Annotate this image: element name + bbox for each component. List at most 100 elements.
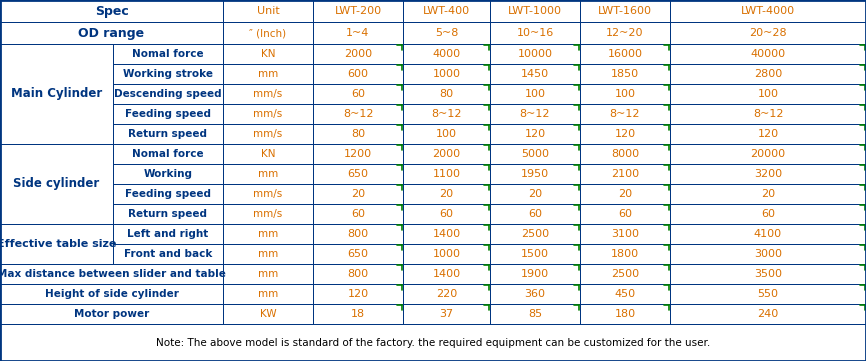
Text: 5~8: 5~8: [435, 28, 458, 38]
Bar: [490, 264, 580, 284]
Text: mm: mm: [258, 69, 278, 79]
Bar: [313, 184, 403, 204]
Text: 1000: 1000: [432, 69, 461, 79]
Bar: [403, 164, 490, 184]
Bar: [670, 244, 866, 264]
Bar: [670, 144, 866, 164]
Bar: [0, 22, 223, 44]
Bar: [313, 304, 403, 324]
Bar: [0, 144, 113, 224]
Text: 2500: 2500: [611, 269, 639, 279]
Bar: [313, 264, 403, 284]
Text: 1200: 1200: [344, 149, 372, 159]
Bar: [490, 304, 580, 324]
Text: Side cylinder: Side cylinder: [13, 178, 100, 191]
Text: Left and right: Left and right: [127, 229, 209, 239]
Text: 20000: 20000: [751, 149, 785, 159]
Bar: [113, 104, 223, 124]
Bar: [113, 84, 223, 104]
Text: Spec: Spec: [94, 4, 128, 17]
Text: 2800: 2800: [754, 69, 782, 79]
Bar: [490, 164, 580, 184]
Bar: [113, 204, 223, 224]
Text: LWT-1600: LWT-1600: [598, 6, 652, 16]
Text: Nomal force: Nomal force: [132, 149, 204, 159]
Bar: [580, 184, 670, 204]
Bar: [113, 184, 223, 204]
Bar: [670, 144, 866, 164]
Text: 1400: 1400: [432, 269, 461, 279]
Bar: [490, 44, 580, 64]
Bar: [0, 44, 113, 144]
Text: Descending speed: Descending speed: [114, 89, 222, 99]
Bar: [113, 144, 223, 164]
Bar: [113, 224, 223, 244]
Text: 1100: 1100: [432, 169, 461, 179]
Bar: [313, 164, 403, 184]
Bar: [403, 64, 490, 84]
Bar: [0, 284, 223, 304]
Bar: [403, 44, 490, 64]
Text: Effective table size: Effective table size: [0, 239, 116, 249]
Bar: [580, 284, 670, 304]
Text: 60: 60: [351, 209, 365, 219]
Text: 120: 120: [525, 129, 546, 139]
Bar: [403, 244, 490, 264]
Bar: [113, 244, 223, 264]
Bar: [580, 144, 670, 164]
Text: Return speed: Return speed: [128, 129, 208, 139]
Bar: [670, 64, 866, 84]
Bar: [670, 204, 866, 224]
Bar: [490, 64, 580, 84]
Bar: [223, 244, 313, 264]
Text: 20: 20: [761, 189, 775, 199]
Bar: [670, 0, 866, 22]
Bar: [223, 264, 313, 284]
Text: mm/s: mm/s: [254, 209, 282, 219]
Bar: [223, 124, 313, 144]
Text: 220: 220: [436, 289, 457, 299]
Bar: [670, 44, 866, 64]
Bar: [490, 22, 580, 44]
Text: 4000: 4000: [432, 49, 461, 59]
Text: LWT-1000: LWT-1000: [508, 6, 562, 16]
Bar: [313, 124, 403, 144]
Text: 8~12: 8~12: [343, 109, 373, 119]
Text: 40000: 40000: [751, 49, 785, 59]
Bar: [580, 204, 670, 224]
Text: 1850: 1850: [611, 69, 639, 79]
Text: 1~4: 1~4: [346, 28, 370, 38]
Bar: [223, 22, 313, 44]
Bar: [223, 184, 313, 204]
Text: 650: 650: [347, 249, 369, 259]
Bar: [403, 144, 490, 164]
Bar: [313, 284, 403, 304]
Text: mm: mm: [258, 269, 278, 279]
Text: 60: 60: [528, 209, 542, 219]
Bar: [670, 264, 866, 284]
Bar: [580, 144, 670, 164]
Bar: [113, 244, 223, 264]
Bar: [490, 204, 580, 224]
Text: 100: 100: [436, 129, 457, 139]
Bar: [580, 304, 670, 324]
Bar: [580, 224, 670, 244]
Bar: [490, 204, 580, 224]
Bar: [490, 44, 580, 64]
Text: 2100: 2100: [611, 169, 639, 179]
Bar: [313, 84, 403, 104]
Bar: [223, 144, 313, 164]
Bar: [403, 184, 490, 204]
Bar: [670, 164, 866, 184]
Bar: [113, 44, 223, 64]
Text: 650: 650: [347, 169, 369, 179]
Bar: [313, 144, 403, 164]
Text: 60: 60: [351, 89, 365, 99]
Bar: [0, 44, 113, 144]
Bar: [670, 164, 866, 184]
Bar: [490, 144, 580, 164]
Bar: [403, 244, 490, 264]
Bar: [223, 224, 313, 244]
Text: 550: 550: [758, 289, 779, 299]
Bar: [403, 184, 490, 204]
